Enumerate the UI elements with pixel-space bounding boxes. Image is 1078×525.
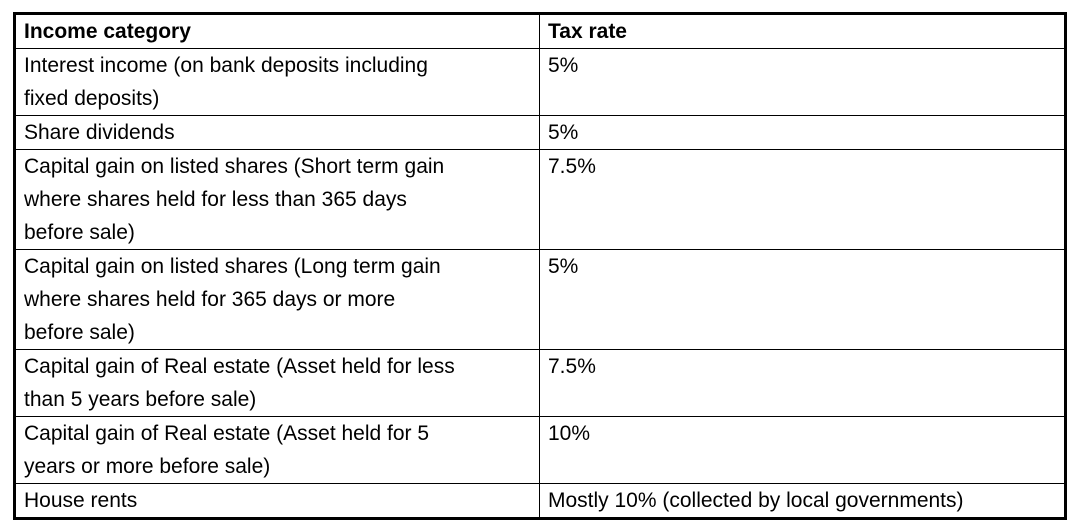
income-category-cell: Interest income (on bank deposits includ… — [14, 48, 540, 116]
income-category-cell: Capital gain of Real estate (Asset held … — [14, 349, 540, 417]
table-row: House rents Mostly 10% (collected by loc… — [14, 483, 1066, 519]
table-row: Capital gain of Real estate (Asset held … — [14, 416, 1066, 484]
income-category-cell: House rents — [14, 483, 540, 519]
table-row: Capital gain on listed shares (Long term… — [14, 249, 1066, 350]
table-header: Income category Tax rate — [14, 13, 1066, 49]
column-header-tax-rate: Tax rate — [539, 13, 1066, 49]
income-category-cell: Share dividends — [14, 115, 540, 150]
tax-rate-cell: 7.5% — [539, 349, 1066, 417]
tax-rate-table: Income category Tax rate Interest income… — [13, 12, 1067, 520]
tax-rate-cell: Mostly 10% (collected by local governmen… — [539, 483, 1066, 519]
income-category-cell: Capital gain on listed shares (Short ter… — [14, 149, 540, 250]
table-body: Interest income (on bank deposits includ… — [14, 48, 1066, 519]
column-header-income-category: Income category — [14, 13, 540, 49]
income-category-cell: Capital gain on listed shares (Long term… — [14, 249, 540, 350]
table-row: Capital gain on listed shares (Short ter… — [14, 149, 1066, 250]
income-category-cell: Capital gain of Real estate (Asset held … — [14, 416, 540, 484]
table-row: Interest income (on bank deposits includ… — [14, 48, 1066, 116]
tax-rate-cell: 5% — [539, 249, 1066, 350]
table-header-row: Income category Tax rate — [14, 13, 1066, 49]
tax-rate-cell: 5% — [539, 115, 1066, 150]
tax-rate-cell: 7.5% — [539, 149, 1066, 250]
tax-rate-cell: 10% — [539, 416, 1066, 484]
table-row: Share dividends 5% — [14, 115, 1066, 150]
tax-rate-cell: 5% — [539, 48, 1066, 116]
table-row: Capital gain of Real estate (Asset held … — [14, 349, 1066, 417]
